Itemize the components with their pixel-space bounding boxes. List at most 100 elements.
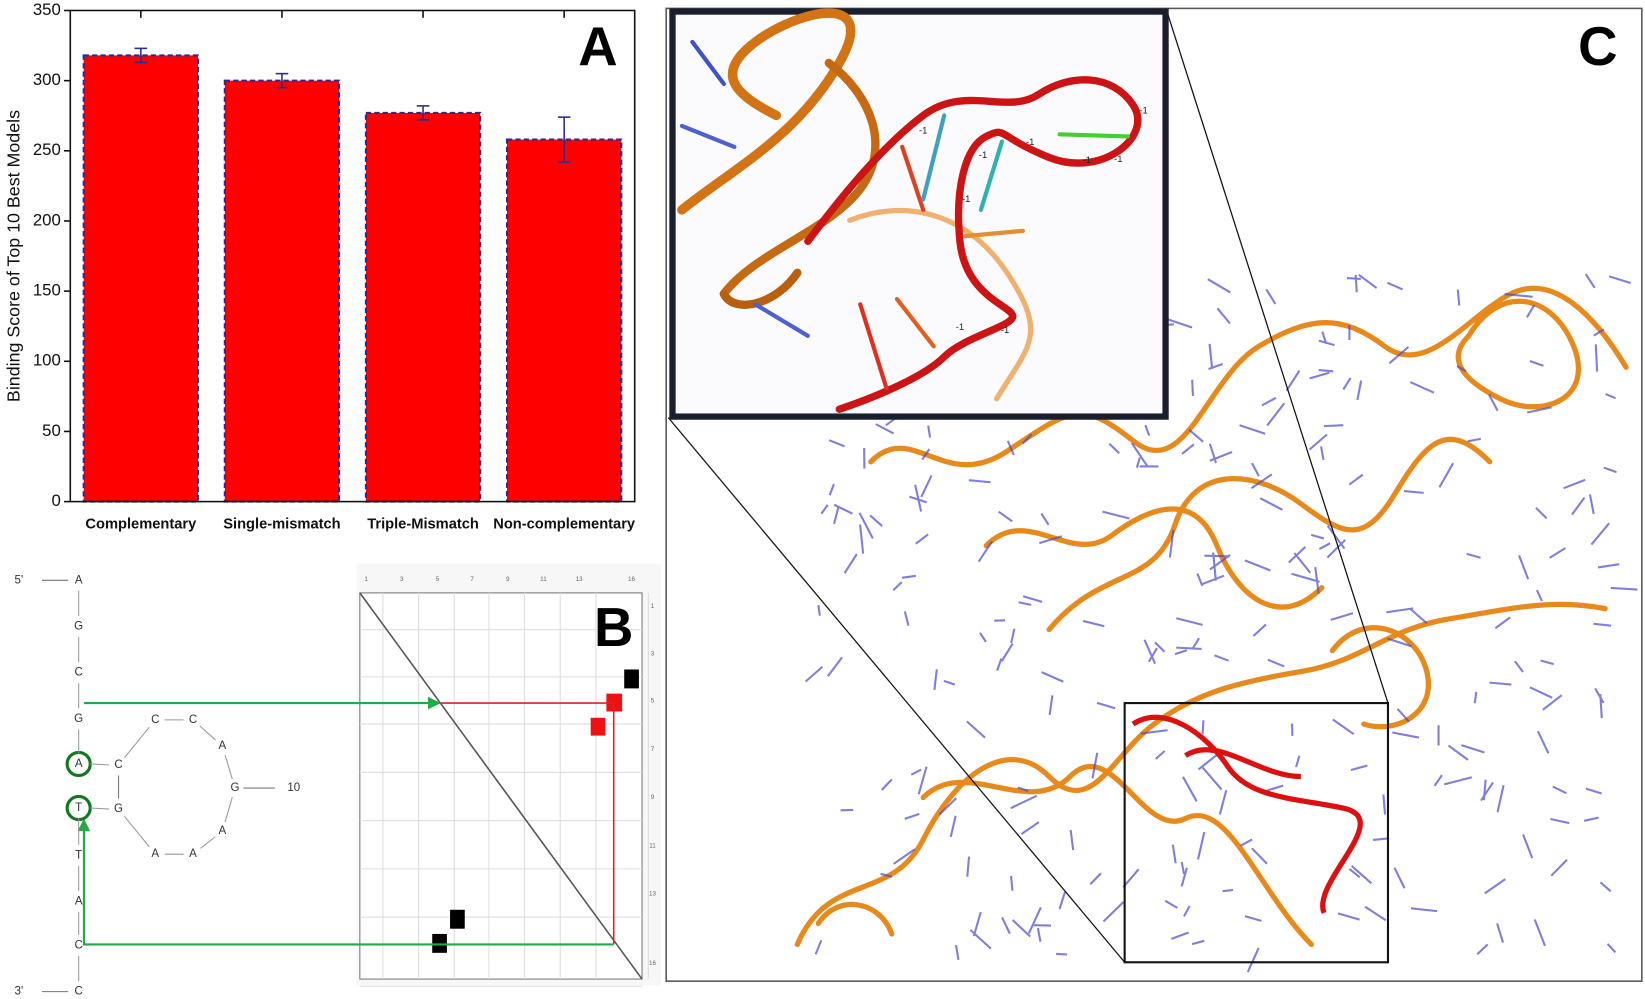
five-prime: 5' <box>15 574 24 586</box>
base-stick <box>1310 533 1325 540</box>
base-stick <box>1001 916 1011 935</box>
y-tick-label: 350 <box>33 0 61 19</box>
base-stick <box>1382 794 1387 815</box>
y-tick-label: 100 <box>33 351 61 370</box>
base-stick <box>1058 891 1067 910</box>
base-stick <box>949 815 957 838</box>
base-stick <box>1460 744 1485 754</box>
base-stick <box>1409 381 1435 394</box>
base-stick <box>1180 867 1188 887</box>
dot-plot-right-label: 9 <box>651 794 655 801</box>
base-stick <box>1358 273 1378 289</box>
x-tick-label: Triple-Mismatch <box>367 517 479 533</box>
base-stick <box>1456 365 1467 373</box>
base-stick <box>938 797 958 816</box>
base-stick <box>1410 907 1438 913</box>
base-stick <box>1364 905 1387 922</box>
base-stick <box>1182 776 1198 802</box>
nucleotide: C <box>75 940 83 952</box>
base-stick <box>1585 787 1602 795</box>
nucleotide: A <box>219 825 227 837</box>
base-stick <box>1356 380 1363 401</box>
highlighted-strand <box>1131 714 1363 914</box>
base-stick <box>1332 718 1355 735</box>
base-stick <box>1246 947 1260 973</box>
bar <box>364 111 482 503</box>
base-stick <box>1438 462 1455 488</box>
base-stick <box>1181 443 1195 455</box>
base-stick <box>1388 346 1410 365</box>
base-stick <box>1535 589 1543 602</box>
x-tick-label: Single-mismatch <box>223 517 340 533</box>
base-stick <box>1308 433 1328 451</box>
base-stick <box>1605 393 1616 400</box>
dot-plot-top-label: 9 <box>506 576 510 583</box>
base-stick <box>917 766 928 795</box>
base-stick <box>1593 328 1605 337</box>
base-stick <box>1571 496 1586 516</box>
base-stick <box>880 778 893 791</box>
base-stick <box>1266 402 1286 427</box>
base-stick <box>1489 681 1512 686</box>
base-stick <box>904 812 920 820</box>
base-stick <box>1011 919 1031 938</box>
base-stick <box>1069 829 1075 851</box>
pair-square <box>450 909 465 929</box>
base-stick <box>1473 691 1478 704</box>
base-stick <box>1518 554 1530 580</box>
base-stick <box>1155 750 1166 760</box>
base-stick <box>1218 789 1228 815</box>
base-stick <box>1466 552 1481 559</box>
base-stick <box>1089 872 1102 886</box>
base-stick <box>1504 293 1533 298</box>
base-stick <box>1250 473 1273 490</box>
base-stick <box>1261 396 1277 407</box>
inset-label: -1 <box>962 194 970 205</box>
base-stick <box>1320 446 1325 461</box>
base-stick <box>1529 359 1544 367</box>
base-stick <box>1040 512 1050 526</box>
base-stick <box>1096 701 1116 710</box>
base-stick <box>1409 607 1428 625</box>
three-prime: 3' <box>15 986 24 998</box>
base-stick <box>1476 943 1489 955</box>
base-stick <box>1208 363 1224 370</box>
base-stick <box>1522 834 1534 859</box>
base-stick <box>1041 671 1064 683</box>
base-stick <box>996 658 1003 671</box>
position-label: 10 <box>287 782 300 794</box>
base-stick <box>972 911 982 937</box>
y-tick-label: 50 <box>42 421 61 440</box>
base-stick <box>1174 649 1188 656</box>
base-stick <box>1593 622 1612 627</box>
base-stick <box>1036 927 1042 942</box>
panel-a: Binding Score of Top 10 Best Models 0 50 1… <box>3 0 636 533</box>
dot-plot-right-label: 7 <box>651 746 655 753</box>
dot-plot-top-label: 11 <box>540 576 547 583</box>
pair-connector <box>438 702 615 945</box>
base-stick <box>1433 774 1443 787</box>
base-stick <box>1102 901 1125 923</box>
base-stick <box>1309 371 1330 380</box>
base-stick <box>1563 478 1586 490</box>
base-stick <box>1196 573 1204 587</box>
base-stick <box>1204 554 1230 558</box>
base-stick <box>1514 660 1524 673</box>
base-stick <box>1135 457 1141 469</box>
base-stick <box>1108 443 1120 454</box>
base-stick <box>1342 377 1352 391</box>
base-stick <box>1039 535 1063 545</box>
base-stick <box>1285 370 1301 392</box>
base-stick <box>1130 442 1149 467</box>
base-stick <box>1386 607 1414 614</box>
y-tick-label: 150 <box>33 281 61 300</box>
nucleotide: C <box>75 986 83 998</box>
base-stick <box>1021 433 1033 445</box>
base-stick <box>1293 552 1312 574</box>
loop-link <box>124 726 150 758</box>
y-tick-label: 0 <box>52 491 61 510</box>
base-stick <box>1010 628 1016 644</box>
base-stick <box>828 483 835 496</box>
